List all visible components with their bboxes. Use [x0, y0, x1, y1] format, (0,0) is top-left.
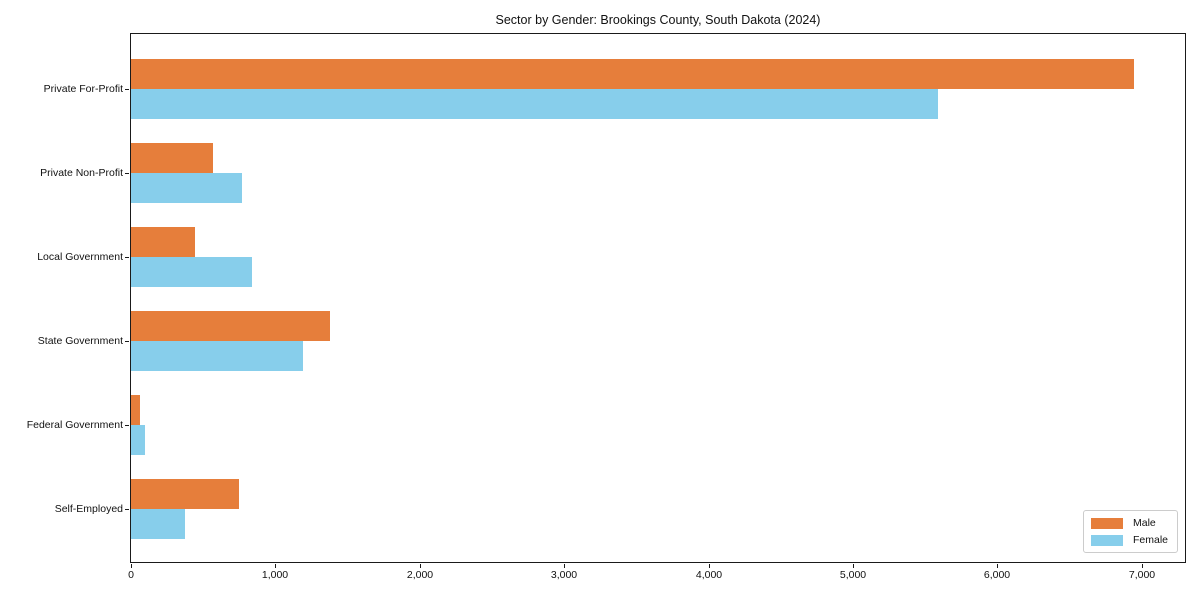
bar-male-self-employed [131, 479, 239, 509]
y-tick-label: Private Non-Profit [40, 167, 123, 179]
bar-male-private-for-profit [131, 59, 1134, 89]
male-legend-swatch [1090, 517, 1123, 529]
y-tick-label: Federal Government [26, 419, 123, 431]
y-tick [125, 509, 129, 510]
x-tick [275, 564, 276, 568]
bar-female-private-non-profit [131, 173, 242, 203]
legend: Male Female [1082, 510, 1178, 553]
y-tick-label: State Government [37, 335, 123, 347]
bar-male-federal-government [131, 395, 140, 425]
x-tick [853, 564, 854, 568]
x-tick [131, 564, 132, 568]
x-tick-label: 0 [128, 569, 134, 581]
x-tick [420, 564, 421, 568]
bar-male-local-government [131, 227, 195, 257]
x-tick [564, 564, 565, 568]
x-tick [997, 564, 998, 568]
plot-area: Male Female [130, 33, 1186, 563]
bar-female-local-government [131, 257, 252, 287]
x-tick-label: 3,000 [550, 569, 578, 581]
y-tick [125, 89, 129, 90]
chart-title: Sector by Gender: Brookings County, Sout… [495, 13, 821, 27]
legend-item-female: Female [1090, 534, 1168, 546]
male-legend-label: Male [1132, 517, 1156, 529]
bar-male-private-non-profit [131, 143, 213, 173]
x-tick-label: 1,000 [261, 569, 289, 581]
x-tick [709, 564, 710, 568]
bar-male-state-government [131, 311, 330, 341]
y-tick [125, 173, 129, 174]
y-tick-label: Private For-Profit [43, 83, 123, 95]
y-tick-label: Self-Employed [54, 503, 123, 515]
x-tick-label: 5,000 [839, 569, 867, 581]
female-legend-label: Female [1132, 534, 1168, 546]
x-tick-label: 6,000 [983, 569, 1011, 581]
y-tick-label: Local Government [37, 251, 123, 263]
x-tick-label: 7,000 [1128, 569, 1156, 581]
legend-item-male: Male [1090, 517, 1168, 529]
y-tick [125, 425, 129, 426]
x-tick-label: 2,000 [406, 569, 434, 581]
bar-female-self-employed [131, 509, 185, 539]
female-legend-swatch [1090, 534, 1123, 546]
bar-female-private-for-profit [131, 89, 938, 119]
bar-female-state-government [131, 341, 303, 371]
bar-female-federal-government [131, 425, 145, 455]
x-tick [1142, 564, 1143, 568]
y-tick [125, 257, 129, 258]
y-tick [125, 341, 129, 342]
x-tick-label: 4,000 [695, 569, 723, 581]
